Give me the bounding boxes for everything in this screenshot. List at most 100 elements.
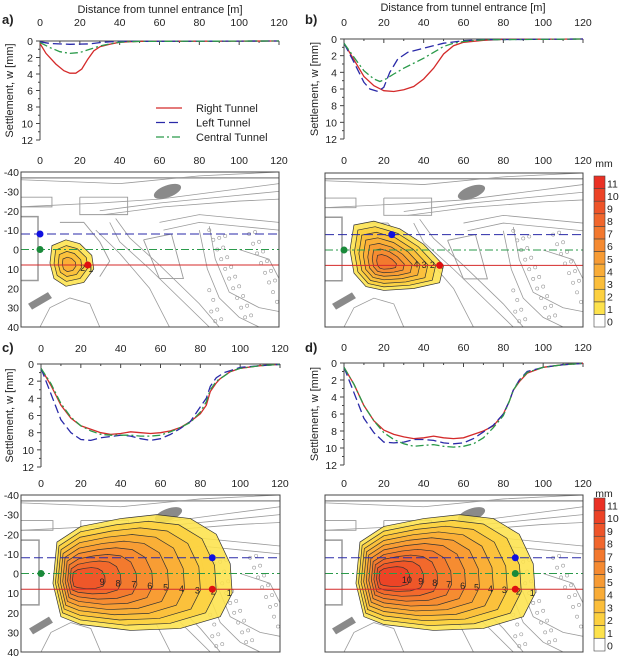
colorbar-segment [593,561,606,575]
contour-level-4 [61,256,77,272]
map-building-shape [153,183,182,199]
tree-symbol [209,309,214,314]
map-feature [383,197,433,216]
series-line-left-tunnel [343,38,584,93]
tree-symbol [207,228,212,233]
tree-symbol [575,290,579,295]
tree-symbol [207,288,212,293]
map-feature [467,222,583,232]
map-frame [324,172,584,328]
contour-label: 2 [80,263,85,273]
colorbar-tick-label: 0 [607,317,613,329]
tree-symbol [232,610,237,615]
colorbar-segment [593,535,606,550]
map-feature [198,230,260,327]
y-tick-label: 0 [331,358,337,370]
map-feature [403,191,583,212]
colorbar-segment [593,251,606,265]
map-frame [20,494,281,653]
colorbar-segment [593,238,606,252]
map-area: 12 [21,172,279,327]
x-tick-label: 60 [458,342,470,354]
tree-symbol [266,583,270,588]
tree-symbol [252,565,257,570]
contour-label: 7 [446,579,451,589]
contour-label: 1 [88,264,93,274]
map-y-tick-label: -40 [4,490,19,502]
x-tick-label: 120 [270,17,288,29]
tree-symbol [535,286,540,291]
contour-label: 2 [516,587,521,597]
map-y-tick-label: -20 [4,206,19,218]
map-feature [21,172,279,185]
tree-symbol [256,575,260,580]
map-x-tick-label: 20 [74,155,86,167]
central-tunnel-face-marker [511,570,519,577]
tree-symbol [569,259,573,264]
colorbar-segment [593,288,606,303]
colorbar-tick-label: 10 [607,513,619,525]
y-tick-label: 8 [28,428,34,440]
tree-symbol [264,595,268,599]
x-tick-label: 100 [534,342,552,354]
profile-plot-a: a) Distance from tunnel entrance [m] Settl… [2,4,288,147]
tree-symbol [519,632,524,637]
y-tick-label: 2 [27,53,33,65]
map-x-tick-label: 80 [194,478,206,490]
tree-symbol [531,601,536,605]
colorbar-tick-label: 6 [607,564,613,576]
map-y-tick-label: 30 [7,303,19,315]
map-x-tick-label: 100 [230,155,248,167]
map-feature [40,622,102,652]
tree-symbol [219,317,224,322]
series-line-central-tunnel [343,38,584,83]
contour-label: 8 [116,578,121,588]
tree-symbol [227,276,232,281]
map-x-tick-label: 80 [497,155,509,167]
tree-symbol [215,307,220,312]
tree-symbol [258,563,262,568]
map-x-tick-label: 60 [458,478,470,490]
tree-symbol [211,297,216,302]
map-x-tick-label: 40 [115,478,127,490]
tree-symbol [561,563,565,568]
map-y-tick-label: 10 [7,588,19,600]
y-axis-title: Settlement, w [mm] [309,367,321,461]
colorbar-segment [593,523,606,537]
tree-symbol [573,269,577,274]
y-tick-label: 10 [325,443,337,455]
tree-symbol [571,280,575,285]
tree-symbol [240,630,245,635]
map-x-tick-label: 60 [154,155,166,167]
map-frame [324,494,584,653]
tree-symbol [553,313,558,318]
x-tick-label: 40 [418,342,430,354]
tree-symbol [561,240,565,245]
tree-symbol [525,246,530,250]
tree-symbol [543,305,548,310]
y-tick-label: 2 [331,51,337,63]
map-building-shape [457,184,486,200]
map-x-tick-label: 60 [458,155,470,167]
x-tick-label: 20 [75,343,87,355]
tree-symbol [517,319,522,324]
map-x-tick-label: 40 [418,478,430,490]
map-y-tick-label: 20 [7,283,19,295]
colorbar-tick-label: 5 [607,577,613,589]
tree-symbol [567,595,571,599]
tree-symbol [249,313,254,318]
panel-label: b) [305,12,317,27]
tree-symbol [577,603,581,607]
contour-level-9 [72,567,106,590]
map-feature [502,230,564,327]
map-y-tick-label: -10 [4,225,19,237]
x-tick-label: 100 [534,17,552,29]
tree-symbol [242,618,247,623]
x-tick-label: 60 [458,17,470,29]
colorbar-tick-label: 11 [607,500,618,512]
tree-symbol [523,257,528,262]
map-feature [79,196,129,216]
left-tunnel-face-marker [36,230,44,238]
series-line-central-tunnel [343,362,584,448]
